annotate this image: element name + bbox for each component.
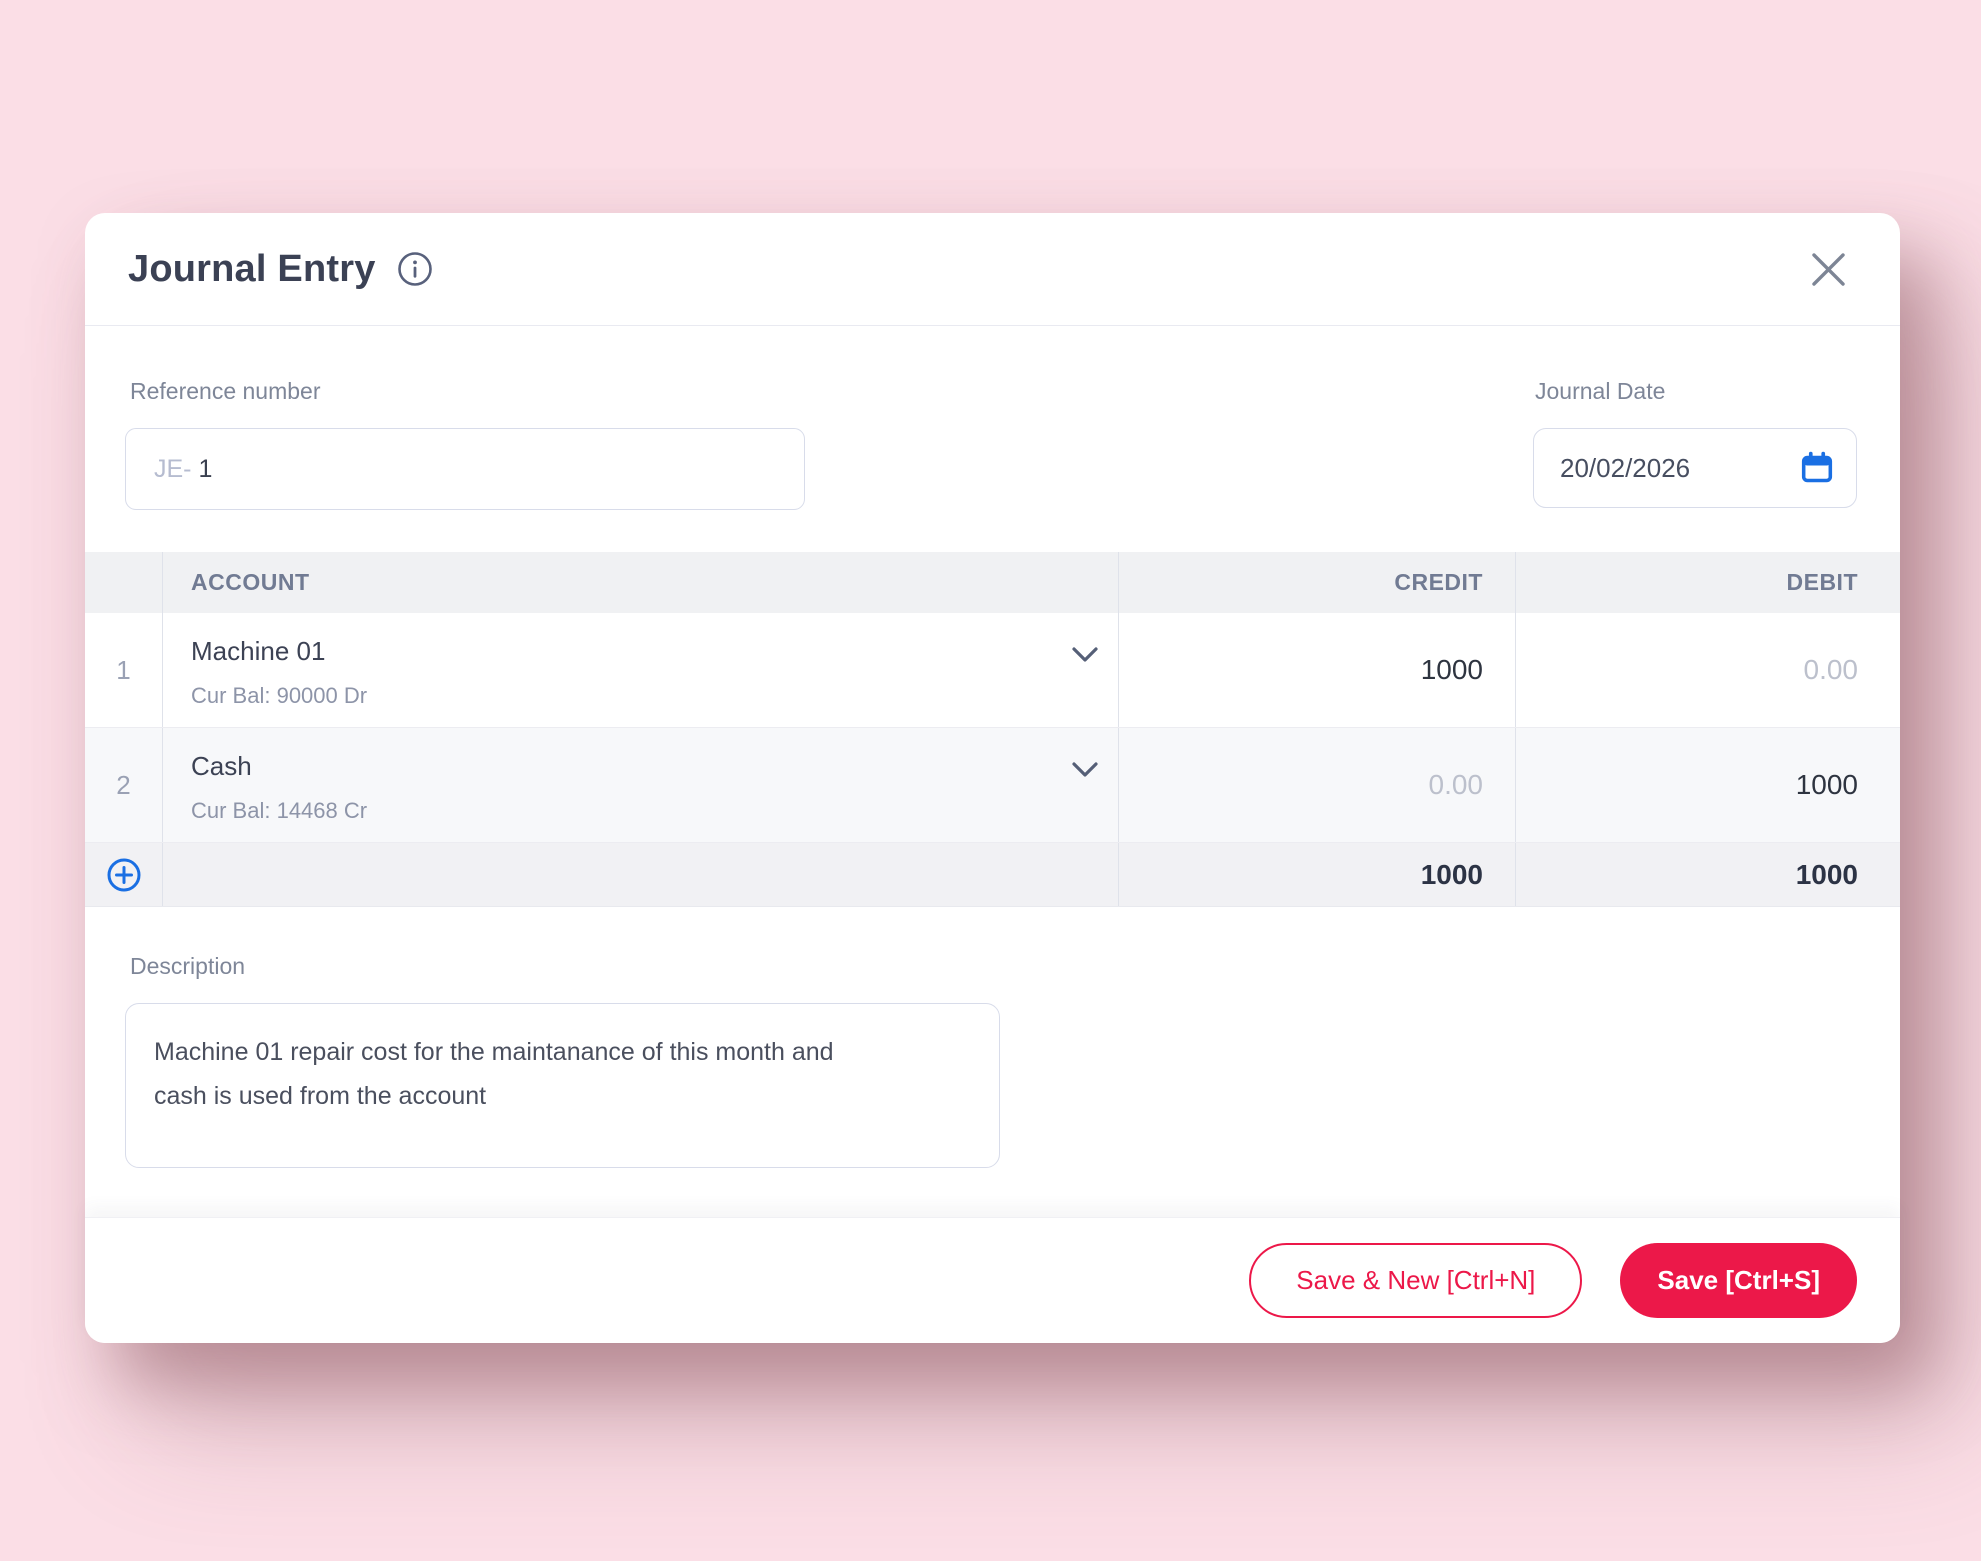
debit-total: 1000	[1515, 843, 1900, 906]
modal-header: Journal Entry	[85, 213, 1900, 326]
reference-prefix: JE-	[154, 454, 192, 483]
add-row-button[interactable]	[85, 843, 162, 906]
credit-total: 1000	[1118, 843, 1515, 906]
chevron-down-icon[interactable]	[1070, 645, 1100, 667]
page-title: Journal Entry	[128, 247, 376, 290]
journal-date-input[interactable]: 20/02/2026	[1533, 428, 1857, 508]
modal-footer: Save & New [Ctrl+N] Save [Ctrl+S]	[85, 1217, 1900, 1343]
account-balance: Cur Bal: 14468 Cr	[191, 798, 368, 823]
totals-spacer	[162, 843, 1118, 906]
calendar-icon[interactable]	[1800, 451, 1834, 485]
debit-cell[interactable]: 0.00	[1515, 613, 1900, 727]
account-cell[interactable]: Cash Cur Bal: 14468 Cr	[162, 728, 1118, 842]
credit-column-header: CREDIT	[1118, 552, 1515, 613]
row-number-header	[85, 552, 162, 613]
journal-date-value: 20/02/2026	[1560, 452, 1691, 483]
totals-row: 1000 1000	[85, 843, 1900, 907]
account-name: Cash	[191, 751, 252, 781]
account-column-header: ACCOUNT	[162, 552, 1118, 613]
reference-value: 1	[198, 454, 213, 483]
row-number: 1	[116, 654, 131, 685]
table-row: 2 Cash Cur Bal: 14468 Cr 0.00 1000	[85, 728, 1900, 843]
account-name: Machine 01	[191, 636, 326, 666]
debit-column-header: DEBIT	[1515, 552, 1900, 613]
credit-cell[interactable]: 1000	[1118, 613, 1515, 727]
credit-cell[interactable]: 0.00	[1118, 728, 1515, 842]
reference-number-label: Reference number	[130, 378, 321, 404]
journal-date-label: Journal Date	[1535, 378, 1666, 404]
account-cell[interactable]: Machine 01 Cur Bal: 90000 Dr	[162, 613, 1118, 727]
description-textarea[interactable]: Machine 01 repair cost for the maintanan…	[125, 1003, 1000, 1168]
account-balance: Cur Bal: 90000 Dr	[191, 683, 368, 708]
close-icon[interactable]	[1808, 249, 1848, 289]
journal-lines-table: ACCOUNT CREDIT DEBIT 1 Machine 01 Cur Ba…	[85, 552, 1900, 907]
row-number: 2	[116, 769, 131, 800]
description-text: Machine 01 repair cost for the maintanan…	[154, 1038, 834, 1110]
chevron-down-icon[interactable]	[1070, 760, 1100, 782]
debit-cell[interactable]: 1000	[1515, 728, 1900, 842]
info-icon[interactable]	[396, 250, 434, 288]
description-label: Description	[130, 953, 246, 979]
save-and-new-button[interactable]: Save & New [Ctrl+N]	[1249, 1243, 1583, 1318]
table-row: 1 Machine 01 Cur Bal: 90000 Dr 1000 0.00	[85, 613, 1900, 728]
save-button[interactable]: Save [Ctrl+S]	[1620, 1243, 1857, 1318]
journal-entry-modal: Journal Entry Reference number JE- 1 Jou…	[85, 213, 1900, 1343]
reference-number-input[interactable]: JE- 1	[125, 428, 805, 510]
table-header-row: ACCOUNT CREDIT DEBIT	[85, 552, 1900, 613]
